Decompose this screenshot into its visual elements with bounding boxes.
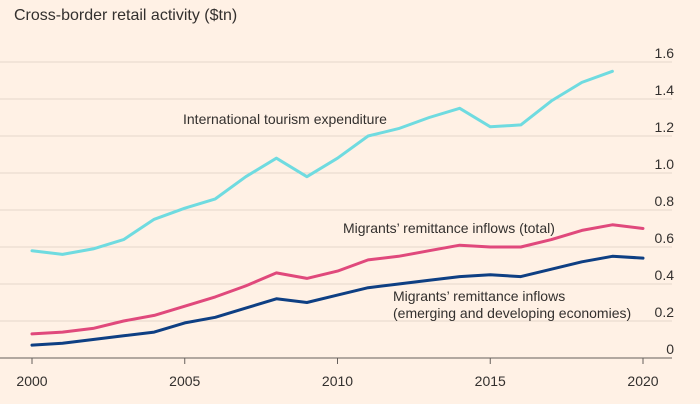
- x-tick-label: 2005: [169, 373, 200, 389]
- y-tick-label: 1.0: [655, 156, 675, 172]
- y-tick-label: 1.2: [655, 119, 675, 135]
- y-tick-label: 0.6: [655, 230, 675, 246]
- y-tick-label: 0.2: [655, 304, 675, 320]
- gridlines: [0, 61, 672, 359]
- y-tick-label: 0.8: [655, 193, 675, 209]
- x-tick-label: 2015: [475, 373, 506, 389]
- series-line-0: [30, 69, 614, 256]
- y-tick-label: 0.4: [655, 267, 675, 283]
- x-tick-label: 2010: [322, 373, 353, 389]
- annotation-tourism: International tourism expenditure: [183, 111, 387, 127]
- series-line-1: [30, 223, 645, 336]
- x-tick-label: 2000: [16, 373, 47, 389]
- annotation-remittance-total: Migrants’ remittance inflows (total): [343, 220, 555, 236]
- series-line-2: [30, 254, 645, 347]
- x-tick-label: 2020: [627, 373, 658, 389]
- y-tick-label: 0: [666, 341, 674, 357]
- annotation-remittance-emerging: Migrants’ remittance inflows (emerging an…: [393, 288, 631, 321]
- x-axis-ticks: [31, 358, 644, 364]
- tick-labels: 0 0.2 0.4 0.6 0.8 1.0 1.2 1.4 1.6 2000 2005 2010 201…: [16, 45, 674, 389]
- y-tick-label: 1.6: [655, 45, 675, 61]
- chart-title: Cross-border retail activity ($tn): [14, 7, 238, 24]
- series-lines: [30, 69, 645, 347]
- y-tick-label: 1.4: [655, 82, 675, 98]
